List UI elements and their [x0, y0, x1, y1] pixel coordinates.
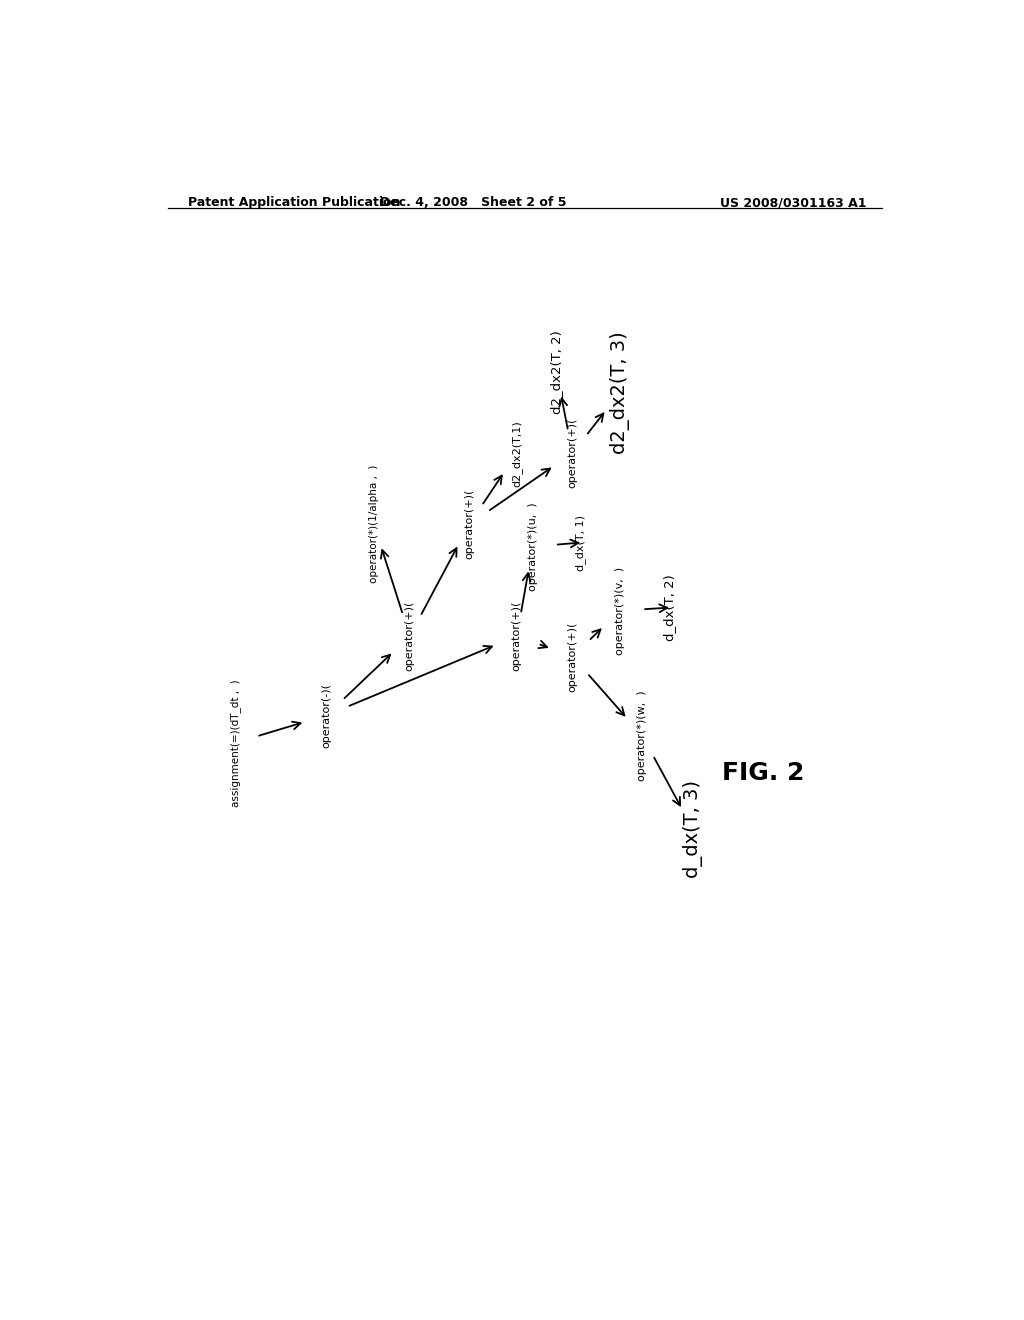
Text: operator(*)(w,  ): operator(*)(w, ) [637, 690, 647, 781]
Text: operator(*)(v,  ): operator(*)(v, ) [615, 566, 625, 655]
Text: d_dx(T, 1): d_dx(T, 1) [574, 515, 586, 570]
Text: d2_dx2(T, 3): d2_dx2(T, 3) [610, 331, 630, 454]
Text: d2_dx2(T, 2): d2_dx2(T, 2) [550, 330, 563, 413]
Text: Dec. 4, 2008   Sheet 2 of 5: Dec. 4, 2008 Sheet 2 of 5 [380, 195, 566, 209]
Text: operator(*)(1/alpha ,  ): operator(*)(1/alpha , ) [369, 465, 379, 583]
Text: FIG. 2: FIG. 2 [722, 762, 804, 785]
Text: operator(*)(u,  ): operator(*)(u, ) [527, 503, 538, 591]
Text: d_dx(T, 3): d_dx(T, 3) [683, 780, 703, 878]
Text: operator(+)(: operator(+)( [567, 418, 578, 488]
Text: US 2008/0301163 A1: US 2008/0301163 A1 [720, 195, 866, 209]
Text: assignment(=)(dT_dt ,  ): assignment(=)(dT_dt , ) [229, 678, 241, 807]
Text: operator(-)(: operator(-)( [322, 682, 332, 748]
Text: operator(+)(: operator(+)( [567, 622, 578, 692]
Text: operator(+)(: operator(+)( [512, 601, 522, 672]
Text: operator(+)(: operator(+)( [404, 601, 415, 672]
Text: Patent Application Publication: Patent Application Publication [187, 195, 400, 209]
Text: d_dx(T, 2): d_dx(T, 2) [663, 574, 676, 642]
Text: d2_dx2(T,1): d2_dx2(T,1) [511, 420, 522, 487]
Text: operator(+)(: operator(+)( [464, 490, 474, 560]
